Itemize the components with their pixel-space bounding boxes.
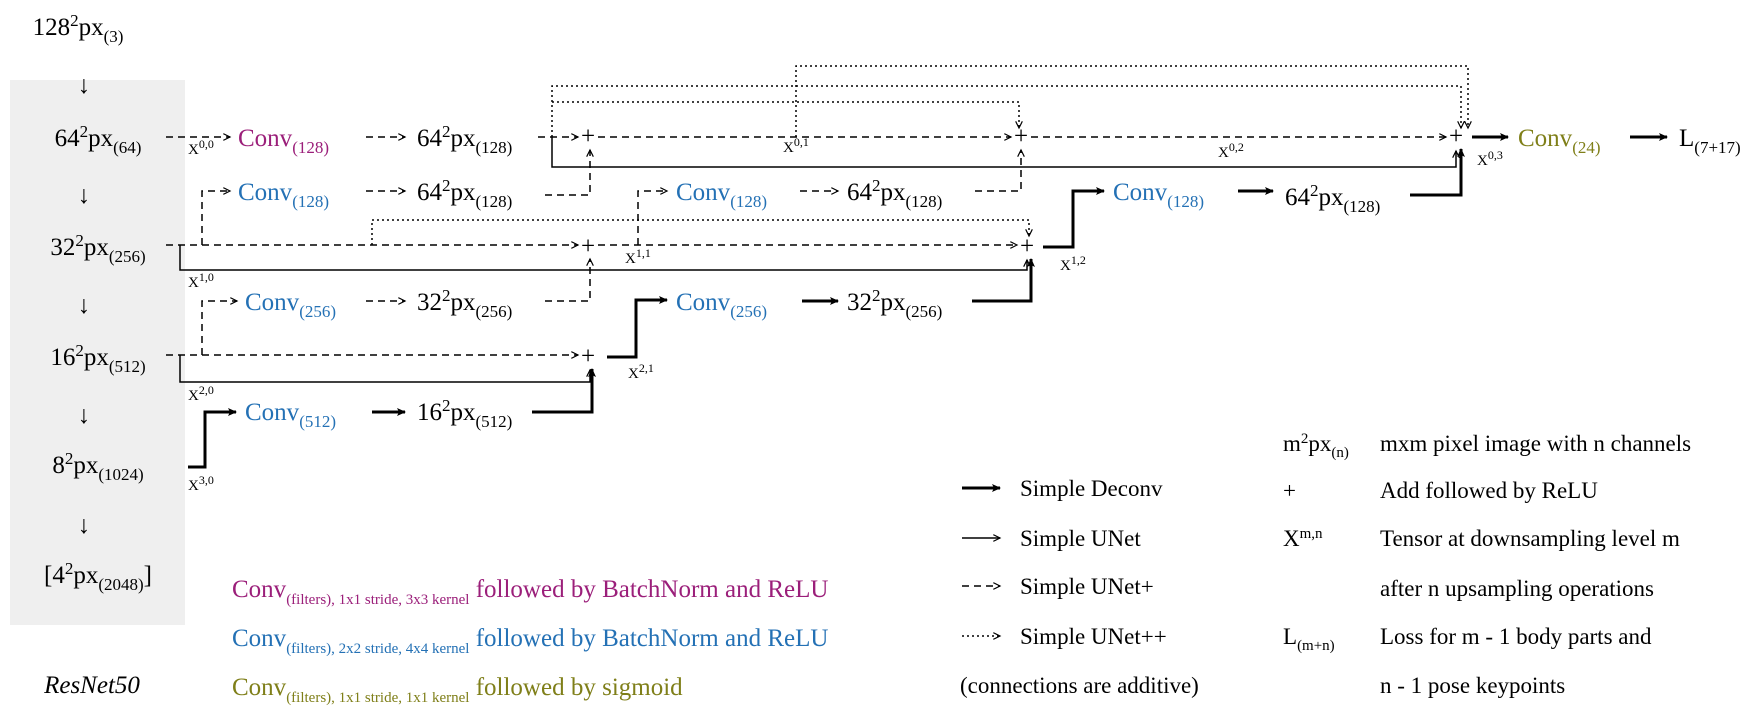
symbol-legend-desc: mxm pixel image with n channels bbox=[1380, 431, 1691, 456]
down-arrow-icon: ↓ bbox=[78, 402, 91, 429]
feature-map-node: 642px(128) bbox=[847, 176, 942, 211]
symbol-legend-desc: Loss for m - 1 body parts and bbox=[1380, 624, 1652, 649]
conv-node-row2-b: Conv(256) bbox=[676, 289, 767, 321]
connection-fm-up-to-add11 bbox=[545, 259, 590, 302]
resnet-level-8: 82px(1024) bbox=[52, 449, 143, 484]
connection-x00-dotted-b bbox=[552, 101, 1019, 128]
connection-x21-deconv bbox=[607, 296, 668, 359]
connection-deconv-r1-to-add03 bbox=[1410, 148, 1465, 197]
conv-node-row2-a: Conv(256) bbox=[245, 289, 336, 321]
tensor-label-x00: X0,0 bbox=[188, 137, 214, 158]
symbol-legend-plus: + bbox=[1283, 478, 1296, 503]
feature-map-node: 322px(256) bbox=[417, 286, 512, 321]
input-size-label: 1282px(3) bbox=[33, 11, 124, 46]
tensor-label-x01: X0,1 bbox=[783, 135, 809, 156]
connection-fm-up-to-add02 bbox=[975, 150, 1021, 192]
conv-node-row1-b: Conv(128) bbox=[676, 179, 767, 211]
connection-x11-up-to-conv bbox=[637, 191, 667, 245]
tensor-label-x03: X0,3 bbox=[1477, 148, 1503, 169]
conv-legend-olive: Conv(filters), 1x1 stride, 1x1 kernel fo… bbox=[232, 674, 683, 706]
arrow-legend-note: (connections are additive) bbox=[960, 673, 1199, 698]
symbol-legend-tensor: Xm,n bbox=[1283, 526, 1323, 551]
tensor-label-x12: X1,2 bbox=[1060, 253, 1086, 274]
loss-output: L(7+17) bbox=[1679, 125, 1741, 157]
symbol-legend-desc: n - 1 pose keypoints bbox=[1380, 673, 1565, 698]
symbol-legend-desc: Add followed by ReLU bbox=[1380, 478, 1598, 503]
conv-node-output: Conv(24) bbox=[1518, 125, 1601, 157]
down-arrow-icon: ↓ bbox=[78, 512, 91, 539]
resnet-level-16: 162px(512) bbox=[50, 341, 145, 376]
arrow-legend-label: Simple Deconv bbox=[1020, 476, 1163, 501]
connection-x20-up-to-conv bbox=[201, 301, 237, 355]
connection-deconv-r2-to-add12 bbox=[972, 258, 1035, 303]
resnet-level-32: 322px(256) bbox=[50, 231, 145, 266]
conv-node-row3: Conv(512) bbox=[245, 399, 336, 431]
add-node-x12: + bbox=[1020, 233, 1034, 260]
resnet-level-4: [42px(2048)] bbox=[44, 559, 152, 594]
arrow-legend: Simple Deconv Simple UNet Simple UNet+ S… bbox=[960, 476, 1199, 698]
connection-x30-deconv bbox=[188, 408, 237, 469]
resnet-level-64: 642px(64) bbox=[55, 122, 142, 157]
symbol-legend-desc: Tensor at downsampling level m bbox=[1380, 526, 1680, 551]
conv-legend-blue: Conv(filters), 2x2 stride, 4x4 kernel fo… bbox=[232, 625, 828, 657]
connection-deconv-r3-to-add21 bbox=[532, 368, 596, 414]
add-node-x21: + bbox=[581, 343, 595, 370]
conv-node-row1-a: Conv(128) bbox=[238, 179, 329, 211]
feature-map-node: 642px(128) bbox=[1285, 181, 1380, 216]
add-node-x03: + bbox=[1449, 123, 1463, 150]
tensor-label-x02: X0,2 bbox=[1218, 140, 1244, 161]
connection-x10-up-to-conv bbox=[201, 191, 230, 245]
tensor-label-x10: X1,0 bbox=[188, 270, 214, 291]
conv-node-row0-purple: Conv(128) bbox=[238, 125, 329, 157]
connection-fm-up-to-add01 bbox=[545, 150, 590, 196]
feature-map-node: 642px(128) bbox=[417, 122, 512, 157]
tensor-label-x21: X2,1 bbox=[628, 361, 654, 382]
resnet50-label: ResNet50 bbox=[43, 672, 140, 699]
feature-map-node: 162px(512) bbox=[417, 396, 512, 431]
connection-x01-dotted bbox=[795, 65, 1468, 137]
tensor-label-x30: X3,0 bbox=[188, 473, 214, 494]
add-node-x01: + bbox=[581, 123, 595, 150]
conv-node-row1-c: Conv(128) bbox=[1113, 179, 1204, 211]
connection-x10-dotted bbox=[371, 219, 1029, 245]
down-arrow-icon: ↓ bbox=[78, 292, 91, 319]
symbol-legend: m2px(n) mxm pixel image with n channels … bbox=[1283, 431, 1691, 698]
symbol-legend-loss: L(m+n) bbox=[1283, 624, 1335, 654]
down-arrow-icon: ↓ bbox=[78, 72, 91, 99]
symbol-legend-desc: after n upsampling operations bbox=[1380, 576, 1654, 601]
add-node-x02: + bbox=[1014, 123, 1028, 150]
symbol-legend-image: m2px(n) bbox=[1283, 431, 1349, 461]
connection-x01-thin bbox=[551, 137, 1456, 168]
connection-x00-dotted bbox=[551, 85, 1461, 137]
connection-x12-deconv bbox=[1043, 187, 1105, 249]
tensor-label-x11: X1,1 bbox=[625, 246, 651, 267]
arrow-legend-label: Simple UNet bbox=[1020, 526, 1141, 551]
tensor-label-x20: X2,0 bbox=[188, 383, 214, 404]
feature-map-node: 642px(128) bbox=[417, 176, 512, 211]
arrow-legend-label: Simple UNet+ bbox=[1020, 574, 1154, 599]
conv-legend-purple: Conv(filters), 1x1 stride, 3x3 kernel fo… bbox=[232, 576, 828, 608]
down-arrow-icon: ↓ bbox=[78, 182, 91, 209]
connection-x20-thin bbox=[179, 355, 590, 383]
add-node-x11: + bbox=[581, 233, 595, 260]
resnet-panel bbox=[10, 80, 185, 625]
feature-map-node: 322px(256) bbox=[847, 286, 942, 321]
connections bbox=[166, 65, 1668, 469]
arrow-legend-label: Simple UNet++ bbox=[1020, 624, 1167, 649]
connection-x10-thin bbox=[179, 245, 1027, 271]
